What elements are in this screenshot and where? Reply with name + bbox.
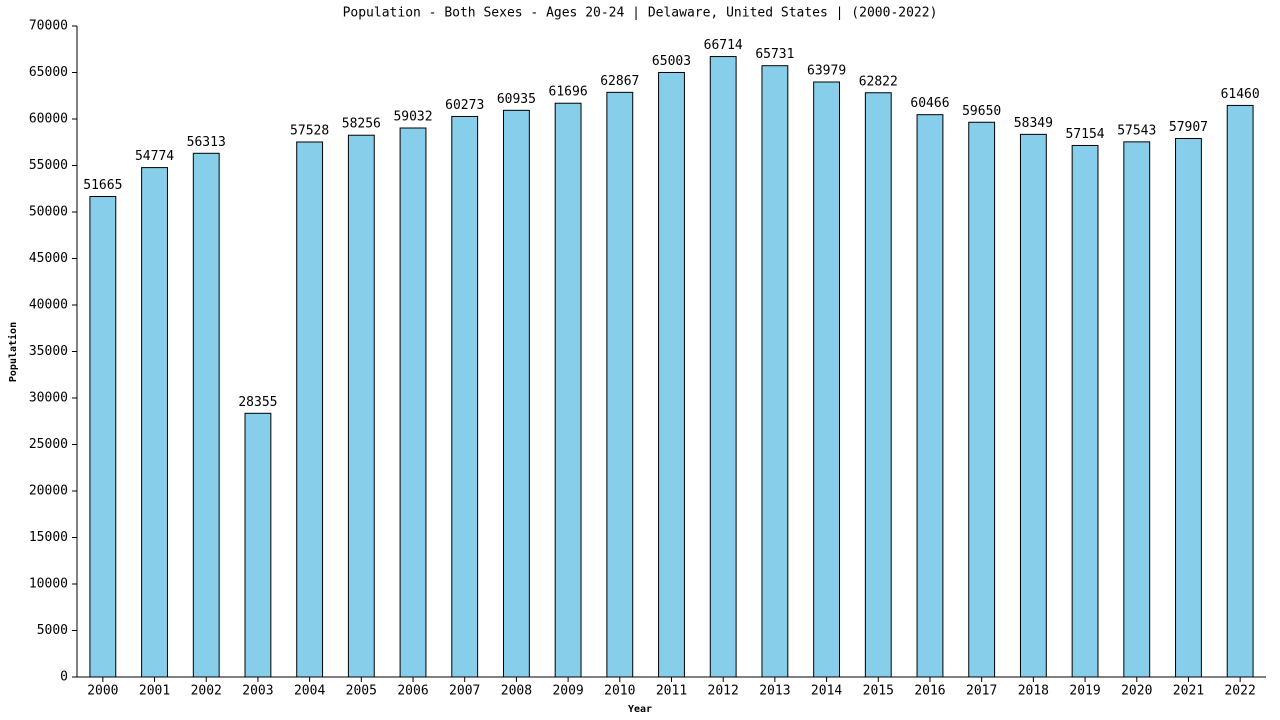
x-tick-label: 2015 [863, 684, 894, 699]
data-label: 65003 [652, 54, 691, 69]
data-label: 62822 [859, 74, 898, 89]
data-label: 61460 [1221, 87, 1260, 102]
y-axis-label: Population [7, 322, 19, 382]
bar [192, 152, 220, 678]
bar [916, 114, 944, 678]
data-label: 58256 [342, 117, 381, 132]
bar [502, 109, 530, 678]
x-tick-label: 2016 [914, 684, 945, 699]
bar [244, 412, 272, 678]
x-tick-label: 2017 [966, 684, 997, 699]
y-tick-label: 70000 [29, 19, 68, 34]
y-tick-label: 55000 [29, 158, 68, 173]
x-tick-label: 2011 [656, 684, 687, 699]
x-tick-label: 2005 [346, 684, 377, 699]
data-label: 65731 [755, 47, 794, 62]
data-label: 57154 [1065, 127, 1104, 142]
data-label: 57528 [290, 123, 329, 138]
x-tick-label: 2012 [708, 684, 739, 699]
bar [709, 56, 737, 678]
bar [1019, 133, 1047, 678]
x-tick-label: 2000 [87, 684, 118, 699]
x-tick-label: 2004 [294, 684, 325, 699]
y-tick-label: 35000 [29, 344, 68, 359]
bar [347, 134, 375, 678]
x-tick-label: 2022 [1224, 684, 1255, 699]
x-tick-label: 2009 [552, 684, 583, 699]
data-label: 60273 [445, 98, 484, 113]
y-tick-label: 60000 [29, 112, 68, 127]
bar [399, 127, 427, 678]
bar [1123, 141, 1151, 678]
data-label: 28355 [238, 395, 277, 410]
y-tick-label: 20000 [29, 484, 68, 499]
bar [968, 121, 996, 678]
x-tick-label: 2014 [811, 684, 842, 699]
y-tick-label: 45000 [29, 251, 68, 266]
bar [864, 92, 892, 678]
data-label: 54774 [135, 149, 174, 164]
x-tick-label: 2007 [449, 684, 480, 699]
data-label: 57543 [1117, 123, 1156, 138]
data-label: 57907 [1169, 120, 1208, 135]
x-tick-label: 2020 [1121, 684, 1152, 699]
x-tick-label: 2001 [139, 684, 170, 699]
x-tick-label: 2018 [1018, 684, 1049, 699]
data-label: 59650 [962, 104, 1001, 119]
data-label: 56313 [187, 135, 226, 150]
data-label: 60935 [497, 92, 536, 107]
bar [141, 167, 168, 678]
bar [658, 71, 685, 678]
data-label: 61696 [549, 85, 588, 100]
bar [89, 196, 117, 678]
y-tick-label: 30000 [29, 391, 68, 406]
x-axis-label: Year [628, 704, 652, 715]
x-tick-label: 2006 [397, 684, 428, 699]
y-tick-label: 40000 [29, 298, 68, 313]
x-tick-label: 2013 [759, 684, 790, 699]
bar [813, 81, 841, 678]
y-tick-label: 10000 [29, 577, 68, 592]
data-label: 59032 [393, 110, 432, 125]
x-tick-label: 2008 [501, 684, 532, 699]
data-label: 51665 [83, 178, 122, 193]
bar [1071, 144, 1099, 678]
data-label: 58349 [1014, 116, 1053, 131]
data-label: 60466 [910, 96, 949, 111]
y-tick-label: 50000 [29, 205, 68, 220]
x-tick-label: 2003 [242, 684, 273, 699]
chart-title: Population - Both Sexes - Ages 20-24 | D… [343, 6, 938, 21]
y-tick-label: 15000 [29, 530, 68, 545]
x-tick-label: 2010 [604, 684, 635, 699]
data-label: 66714 [704, 38, 743, 53]
data-label: 62867 [600, 74, 639, 89]
y-tick-label: 5000 [37, 623, 68, 638]
bar [1175, 137, 1202, 678]
x-tick-label: 2021 [1173, 684, 1204, 699]
y-tick-label: 25000 [29, 437, 68, 452]
bar [606, 91, 634, 678]
bar [554, 102, 582, 678]
data-label: 63979 [807, 63, 846, 78]
bar [296, 141, 324, 678]
y-tick-label: 65000 [29, 65, 68, 80]
x-tick-label: 2002 [191, 684, 222, 699]
bar [1226, 104, 1254, 678]
bar [761, 65, 789, 678]
x-tick-label: 2019 [1069, 684, 1100, 699]
bar [451, 115, 479, 678]
y-tick-label: 0 [60, 670, 68, 685]
